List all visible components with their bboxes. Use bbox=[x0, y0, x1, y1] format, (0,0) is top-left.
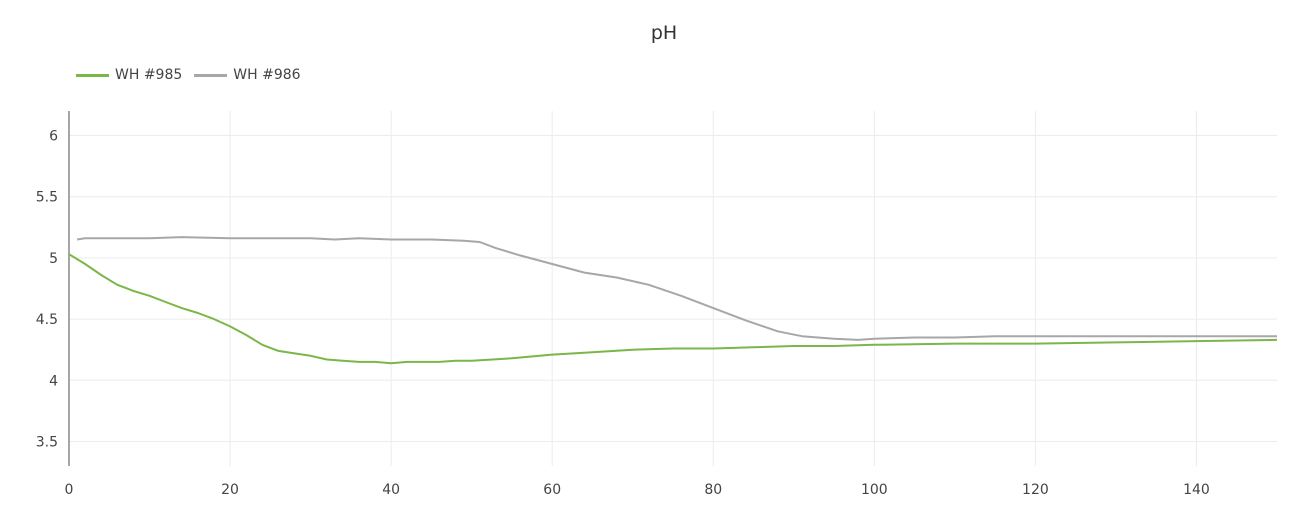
x-tick-label: 120 bbox=[1022, 482, 1049, 498]
x-tick-label: 80 bbox=[704, 482, 722, 498]
series-lines bbox=[68, 236, 1278, 365]
y-tick-label: 5 bbox=[49, 251, 58, 267]
tick-labels: 3.544.555.560 20 40 60 80 100 120 140 bbox=[36, 128, 1210, 498]
legend-swatch-wh-986 bbox=[194, 73, 228, 77]
legend-label-wh-986: WH #986 bbox=[233, 67, 301, 83]
y-tick-label: 6 bbox=[49, 128, 58, 144]
legend-label-wh-985: WH #985 bbox=[115, 67, 183, 83]
legend: WH #985 WH #986 bbox=[76, 67, 313, 83]
x-tick-label: 20 bbox=[221, 482, 239, 498]
legend-swatch-wh-985 bbox=[76, 73, 109, 77]
y-tick-label: 3.5 bbox=[36, 435, 58, 451]
grid-lines bbox=[69, 111, 1277, 466]
x-tick-label: 140 bbox=[1183, 482, 1210, 498]
x-tick-label: 60 bbox=[543, 482, 561, 498]
y-tick-label: 4 bbox=[49, 373, 58, 389]
y-tick-label: 5.5 bbox=[36, 190, 58, 206]
x-tick-label: 100 bbox=[861, 482, 888, 498]
series-line-wh-985[interactable] bbox=[68, 253, 1278, 365]
legend-item-wh-986[interactable]: WH #986 bbox=[194, 67, 301, 83]
x-tick-label: 40 bbox=[382, 482, 400, 498]
x-tick-label: 0 bbox=[65, 482, 74, 498]
y-tick-label: 4.5 bbox=[36, 312, 58, 328]
legend-item-wh-985[interactable]: WH #985 bbox=[76, 67, 182, 83]
chart-title: pH bbox=[650, 22, 678, 44]
series-line-wh-986[interactable] bbox=[76, 236, 1277, 341]
